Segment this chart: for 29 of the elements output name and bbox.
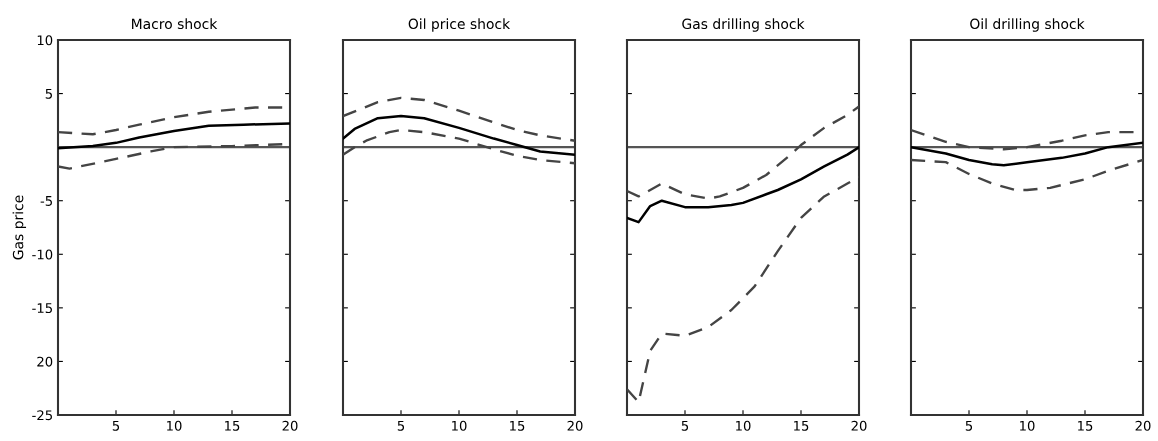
x-tick-label: 20 bbox=[567, 420, 583, 431]
x-tick-label: 10 bbox=[452, 420, 467, 431]
x-tick-label: 15 bbox=[794, 420, 809, 431]
chart-title: Oil drilling shock bbox=[970, 18, 1085, 32]
x-tick-label: 10 bbox=[167, 420, 182, 431]
x-tick-label: 5 bbox=[681, 420, 689, 431]
chart-title: Macro shock bbox=[132, 18, 218, 30]
x-tick-label: 10 bbox=[1020, 420, 1035, 431]
y-tick-label: -25 bbox=[32, 410, 52, 421]
x-tick-label: 15 bbox=[510, 420, 525, 431]
x-tick-label: 10 bbox=[736, 420, 751, 431]
x-tick-label: 5 bbox=[112, 420, 120, 431]
y-tick-label: 5 bbox=[45, 88, 52, 99]
chart-title: Gas drilling shock bbox=[682, 18, 805, 32]
x-tick-label: 5 bbox=[965, 420, 973, 431]
y-tick-label: 20 bbox=[37, 356, 53, 367]
y-tick-label: -5 bbox=[40, 196, 52, 206]
y-tick-label: 10 bbox=[37, 35, 53, 46]
y-tick-label: -10 bbox=[32, 249, 53, 260]
chart-title: Oil price shock bbox=[408, 18, 511, 32]
x-tick-label: 20 bbox=[1135, 420, 1151, 431]
y-axis-title: Gas price bbox=[12, 195, 27, 260]
x-tick-label: 20 bbox=[851, 420, 867, 431]
y-tick-label: -15 bbox=[32, 303, 52, 314]
x-tick-label: 15 bbox=[225, 420, 240, 431]
x-tick-label: 20 bbox=[282, 420, 298, 431]
x-tick-label: 15 bbox=[1078, 420, 1093, 431]
x-tick-label: 5 bbox=[397, 420, 405, 431]
line-series bbox=[58, 122, 290, 150]
